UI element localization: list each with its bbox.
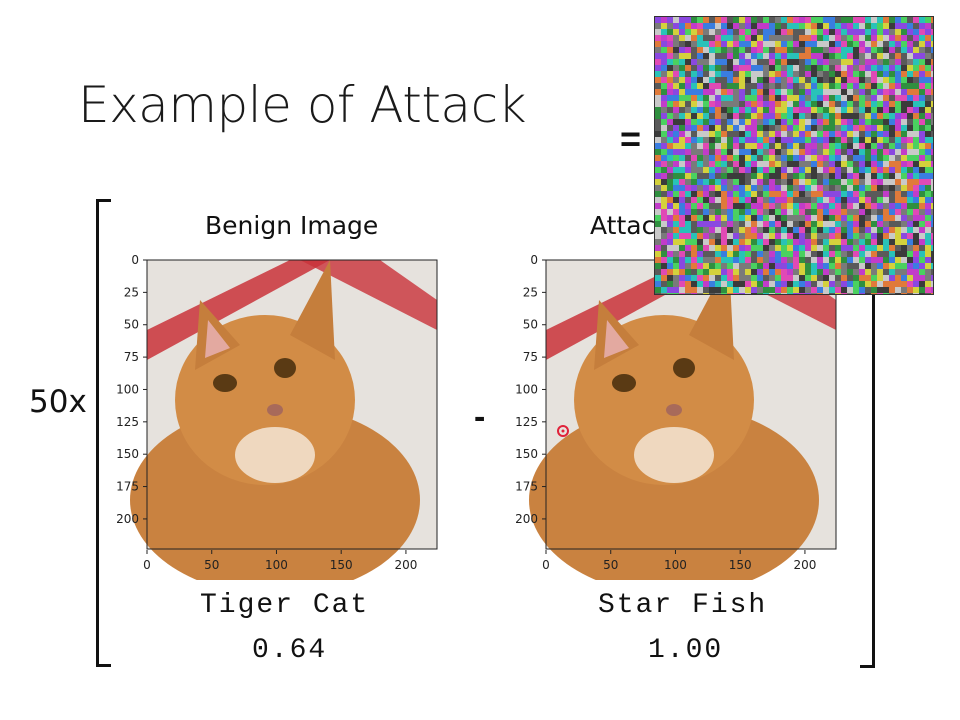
x-tick-label: 0 xyxy=(143,558,151,572)
equals-sign: = xyxy=(620,118,642,159)
x-tick-label: 100 xyxy=(664,558,687,572)
benign-class-label: Tiger Cat xyxy=(200,590,370,621)
benign-plot: 0 25 50 75 100 125 150 175 200 0 50 100 150 200 xyxy=(116,253,438,580)
y-tick-label: 125 xyxy=(116,415,139,429)
y-tick-label: 200 xyxy=(116,512,139,526)
y-tick-label: 150 xyxy=(515,447,538,461)
attacked-cat-image xyxy=(529,260,836,580)
x-tick-label: 150 xyxy=(729,558,752,572)
x-tick-label: 200 xyxy=(394,558,417,572)
benign-cat-image xyxy=(130,260,437,580)
y-tick-label: 75 xyxy=(124,350,139,364)
y-tick-label: 125 xyxy=(515,415,538,429)
y-tick-label: 50 xyxy=(523,318,538,332)
y-tick-label: 25 xyxy=(124,285,139,299)
y-tick-label: 100 xyxy=(515,382,538,396)
y-tick-label: 25 xyxy=(523,285,538,299)
benign-confidence: 0.64 xyxy=(252,635,328,666)
y-tick-label: 50 xyxy=(124,318,139,332)
x-tick-label: 200 xyxy=(793,558,816,572)
y-tick-label: 175 xyxy=(515,480,538,494)
attacked-plot: 0 25 50 75 100 125 150 175 200 0 50 100 150 200 xyxy=(515,253,837,580)
benign-plot-frame xyxy=(146,259,438,550)
slide-title: Example of Attack xyxy=(78,76,527,134)
perturbation-noise-image xyxy=(655,17,933,294)
x-tick-label: 150 xyxy=(330,558,353,572)
x-tick-label: 50 xyxy=(204,558,219,572)
x-tick-label: 100 xyxy=(265,558,288,572)
y-tick-label: 175 xyxy=(116,480,139,494)
cursor-marker-icon xyxy=(557,425,569,437)
left-bracket xyxy=(96,199,111,667)
multiplier-label: 50x xyxy=(29,384,87,420)
x-tick-label: 50 xyxy=(603,558,618,572)
y-tick-label: 0 xyxy=(131,253,139,267)
cursor-marker-dot xyxy=(561,429,565,433)
attacked-confidence: 1.00 xyxy=(648,635,724,666)
y-tick-label: 0 xyxy=(530,253,538,267)
y-tick-label: 200 xyxy=(515,512,538,526)
benign-image-title: Benign Image xyxy=(205,211,379,240)
y-tick-label: 100 xyxy=(116,382,139,396)
y-tick-label: 75 xyxy=(523,350,538,364)
x-tick-label: 0 xyxy=(542,558,550,572)
minus-sign: - xyxy=(474,398,486,436)
y-tick-label: 150 xyxy=(116,447,139,461)
attacked-class-label: Star Fish xyxy=(598,590,768,621)
